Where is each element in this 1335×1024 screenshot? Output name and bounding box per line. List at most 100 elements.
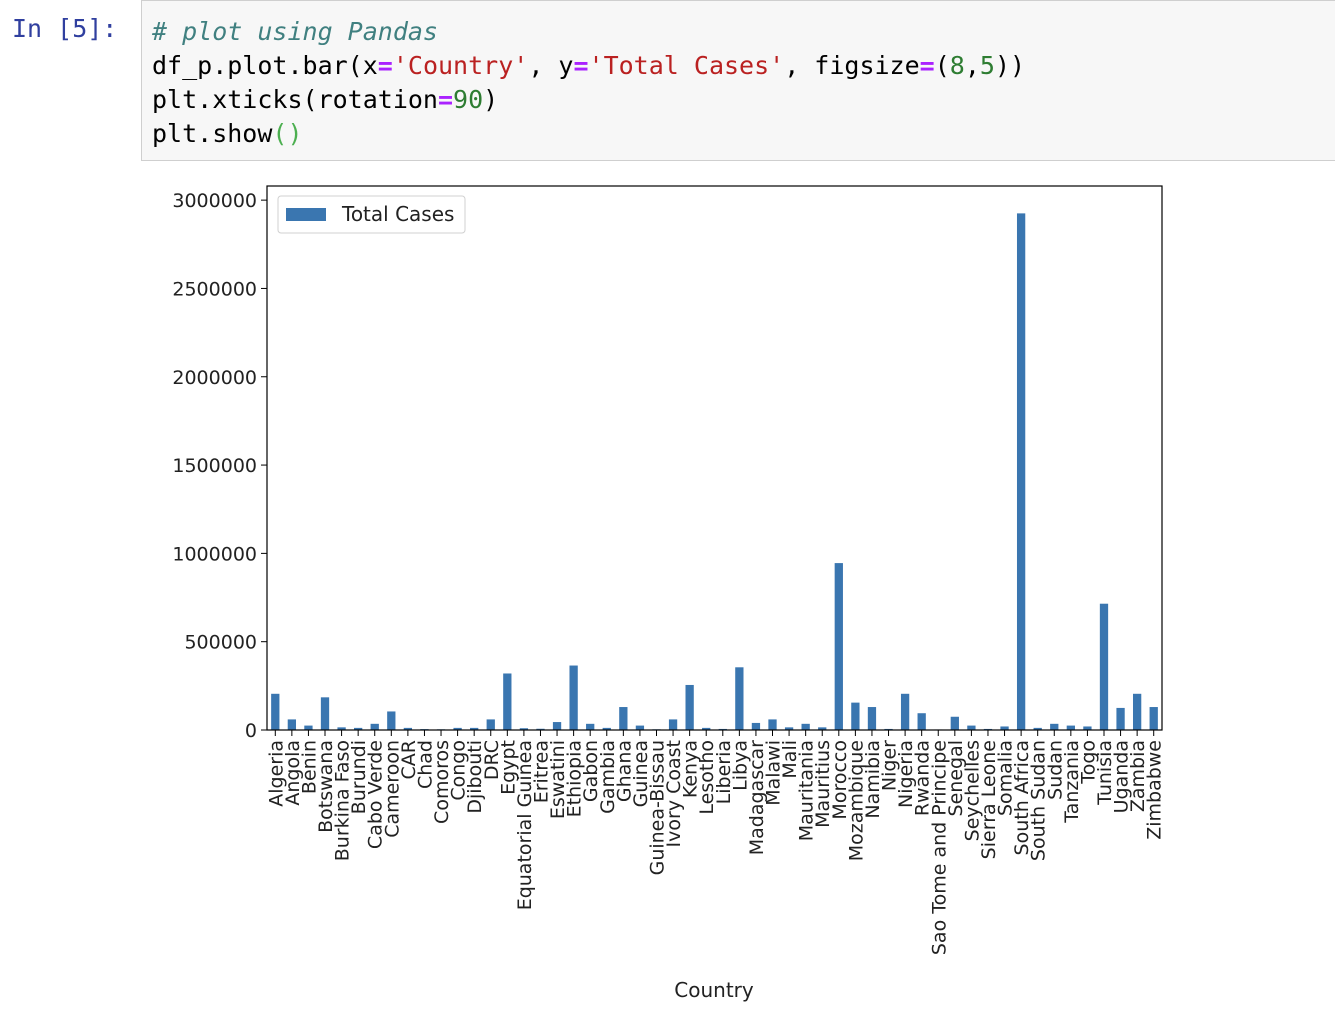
bar-mauritius — [818, 727, 827, 730]
x-tick-label: Lesotho — [696, 740, 718, 815]
x-tick-label: Mauritania — [796, 740, 818, 841]
bar-rwanda — [917, 713, 926, 730]
x-tick-label: Gabon — [580, 740, 602, 802]
x-tick-label: Botswana — [315, 740, 337, 833]
code-line-4: plt.show() — [152, 119, 303, 148]
x-axis-label: Country — [674, 978, 754, 1002]
bar-togo — [1083, 726, 1092, 730]
bar-angola — [287, 719, 297, 730]
x-tick-label: Angola — [282, 740, 304, 806]
bar-south-africa — [1016, 213, 1026, 731]
bar-djibouti — [470, 727, 479, 730]
x-tick-label: Zambia — [1127, 740, 1149, 812]
x-tick-label: Liberia — [713, 740, 735, 804]
bar-sudan — [1050, 723, 1059, 730]
bar-gambia — [602, 727, 611, 730]
bar-eritrea — [536, 728, 545, 730]
bar-drc — [486, 719, 495, 730]
bar-mauritania — [801, 723, 810, 730]
bar-uganda — [1116, 707, 1125, 730]
legend-swatch — [286, 208, 326, 221]
y-tick-label: 3000000 — [172, 190, 257, 212]
x-tick-label: Equatorial Guinea — [514, 740, 536, 910]
bar-burkina-faso — [337, 727, 346, 730]
code-editor[interactable]: # plot using Pandas df_p.plot.bar(x='Cou… — [152, 15, 1025, 151]
x-tick-label: Rwanda — [912, 740, 934, 816]
legend-box — [277, 195, 466, 234]
x-tick-label: Niger — [879, 740, 901, 791]
bar-eswatini — [552, 722, 562, 730]
x-tick-label: Togo — [1077, 740, 1099, 785]
x-tick-label: Seychelles — [961, 740, 983, 841]
bar-burundi — [354, 727, 363, 730]
bar-mozambique — [851, 702, 860, 730]
bar-zambia — [1132, 693, 1142, 730]
y-tick-label: 0 — [245, 720, 257, 742]
bar-ghana — [619, 707, 628, 730]
x-tick-label: Namibia — [862, 740, 884, 819]
bar-south-sudan — [1033, 727, 1042, 730]
bar-morocco — [834, 563, 843, 730]
x-tick-label: South Sudan — [1028, 740, 1050, 861]
y-tick-label: 1000000 — [172, 543, 257, 565]
bar-namibia — [867, 707, 877, 730]
x-tick-label: Kenya — [680, 740, 702, 798]
legend-label: Total Cases — [341, 202, 454, 226]
cell-prompt: In [5]: — [12, 14, 118, 43]
bar-kenya — [685, 684, 694, 730]
x-tick-label: Ghana — [613, 740, 635, 802]
bar-mali — [784, 727, 794, 730]
y-tick-label: 500000 — [184, 632, 257, 654]
bar-zimbabwe — [1149, 707, 1158, 730]
x-tick-label: Chad — [414, 740, 436, 789]
bar-congo — [453, 727, 462, 730]
bar-egypt — [503, 673, 512, 730]
bar-gabon — [586, 723, 595, 730]
x-tick-label: Guinea-Bissau — [646, 740, 668, 875]
x-tick-label: Zimbabwe — [1144, 740, 1166, 840]
bar-ethiopia — [569, 665, 578, 730]
plot-frame — [266, 185, 1163, 731]
x-tick-label: Senegal — [945, 740, 967, 816]
bar-somalia — [1000, 726, 1009, 730]
bar-senegal — [950, 716, 959, 730]
x-tick-label: Eswatini — [547, 740, 569, 819]
x-tick-label: Uganda — [1111, 740, 1133, 813]
x-tick-label: Mozambique — [845, 740, 867, 861]
x-tick-label: Eritrea — [530, 740, 552, 803]
bar-guinea — [635, 725, 645, 730]
x-tick-label: Sao Tome and Principe — [928, 740, 950, 955]
y-tick-label: 2500000 — [172, 278, 257, 300]
x-tick-label: Comoros — [431, 740, 453, 824]
code-cell[interactable]: # plot using Pandas df_p.plot.bar(x='Cou… — [141, 0, 1335, 161]
x-tick-label: Mali — [779, 740, 801, 779]
bar-lesotho — [702, 727, 711, 730]
x-tick-label: Cameroon — [381, 740, 403, 838]
code-line-2: df_p.plot.bar(x='Country', y='Total Case… — [152, 51, 1026, 80]
legend: Total Cases — [277, 195, 466, 234]
code-line-3: plt.xticks(rotation=90) — [152, 85, 499, 114]
x-tick-label: Mauritius — [812, 740, 834, 828]
x-tick-label: Egypt — [497, 740, 519, 795]
x-tick-label: Burkina Faso — [332, 740, 354, 861]
x-tick-label: Tanzania — [1061, 740, 1083, 824]
x-tick-label: Libya — [729, 740, 751, 791]
x-tick-label: South Africa — [1011, 740, 1033, 855]
bar-benin — [304, 725, 313, 730]
x-tick-label: Somalia — [995, 740, 1017, 816]
bar-algeria — [271, 693, 280, 730]
x-tick-label: Ethiopia — [564, 740, 586, 817]
bar-madagascar — [751, 722, 761, 730]
x-tick-label: Cabo Verde — [365, 740, 387, 849]
x-tick-label: Burundi — [348, 740, 370, 814]
x-tick-label: DRC — [481, 740, 503, 780]
x-tick-label: Malawi — [763, 740, 785, 806]
x-tick-label: Tunisia — [1094, 740, 1116, 806]
output-area: 0 500000 1000000 1500000 2000000 2500000 30000… — [141, 170, 1335, 1020]
x-tick-label: Benin — [298, 740, 320, 794]
code-line-1: # plot using Pandas — [152, 17, 438, 46]
bar-nigeria — [900, 693, 910, 730]
x-tick-label: Djibouti — [464, 740, 486, 814]
bar-malawi — [768, 719, 777, 730]
bar-cabo-verde — [370, 723, 379, 730]
